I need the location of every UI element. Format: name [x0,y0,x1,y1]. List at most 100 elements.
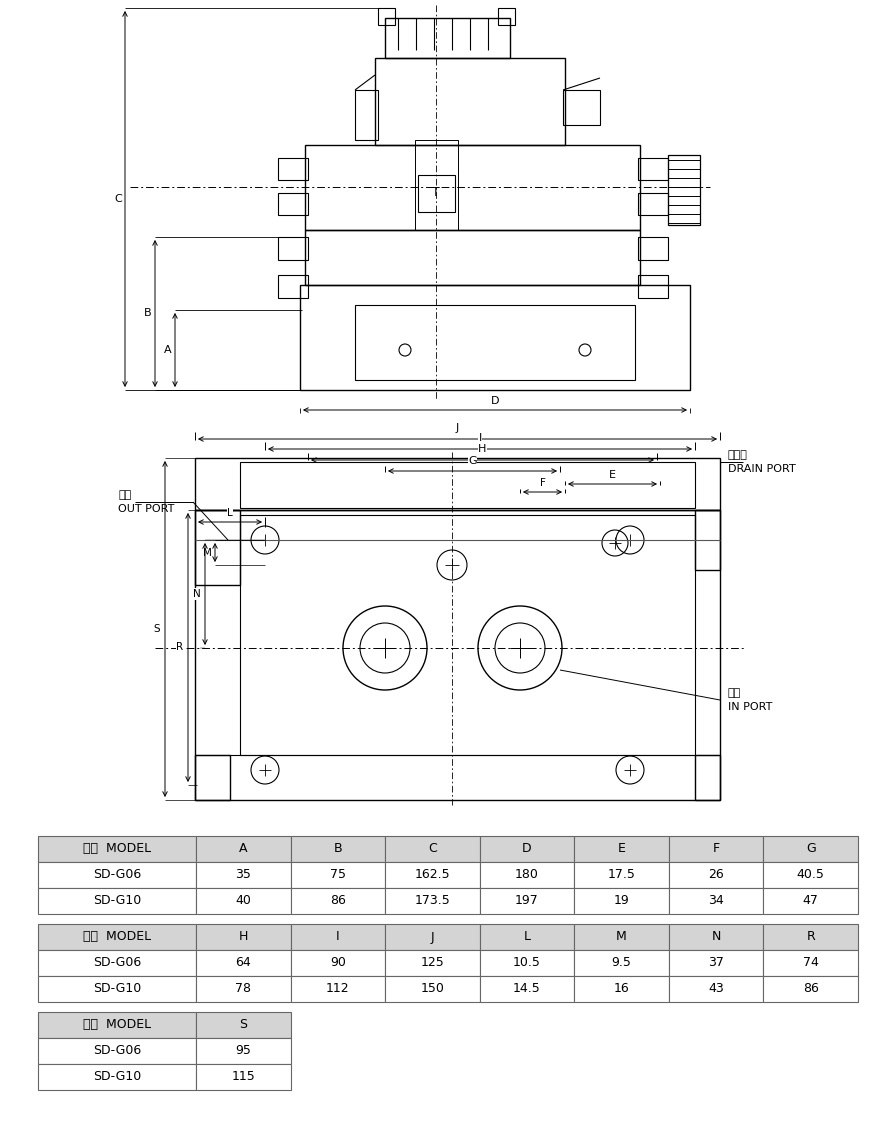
Text: H: H [238,931,248,943]
Text: 162.5: 162.5 [415,869,451,881]
Text: M: M [202,547,211,557]
Polygon shape [574,862,668,888]
Polygon shape [38,862,196,888]
Polygon shape [290,862,385,888]
Text: 26: 26 [708,869,724,881]
Text: 型式  MODEL: 型式 MODEL [83,843,151,855]
Text: S: S [154,624,160,634]
Text: 180: 180 [515,869,538,881]
Polygon shape [196,976,290,1002]
Polygon shape [479,976,574,1002]
Text: 型式  MODEL: 型式 MODEL [83,931,151,943]
Text: G: G [469,456,477,466]
Polygon shape [385,950,479,976]
Polygon shape [479,836,574,862]
Polygon shape [196,862,290,888]
Polygon shape [385,836,479,862]
Polygon shape [38,924,196,950]
Text: SD-G06: SD-G06 [93,1045,142,1058]
Text: SD-G10: SD-G10 [93,895,142,908]
Text: N: N [194,589,201,599]
Polygon shape [290,888,385,914]
Polygon shape [196,1012,290,1038]
Text: 14.5: 14.5 [513,982,541,996]
Polygon shape [38,836,196,862]
Polygon shape [668,862,763,888]
Text: 40: 40 [236,895,251,908]
Text: 173.5: 173.5 [415,895,451,908]
Polygon shape [574,976,668,1002]
Text: T: T [432,186,440,200]
Text: D: D [522,843,532,855]
Text: 40.5: 40.5 [797,869,824,881]
Text: 16: 16 [614,982,630,996]
Text: H: H [478,444,487,453]
Text: L: L [523,931,530,943]
Text: IN PORT: IN PORT [728,702,772,712]
Polygon shape [38,976,196,1002]
Text: G: G [806,843,815,855]
Text: E: E [609,470,616,481]
Text: 型式  MODEL: 型式 MODEL [83,1019,151,1031]
Text: SD-G10: SD-G10 [93,982,142,996]
Polygon shape [38,950,196,976]
Polygon shape [668,888,763,914]
Text: 64: 64 [236,957,251,969]
Text: 43: 43 [708,982,724,996]
Text: M: M [616,931,627,943]
Polygon shape [196,924,290,950]
Text: 95: 95 [236,1045,251,1058]
Text: SD-G10: SD-G10 [93,1070,142,1084]
Polygon shape [763,976,858,1002]
Text: 90: 90 [330,957,346,969]
Text: 浅流口: 浅流口 [728,450,748,460]
Polygon shape [290,924,385,950]
Text: I: I [478,433,482,443]
Polygon shape [479,862,574,888]
Text: I: I [336,931,340,943]
Polygon shape [290,836,385,862]
Polygon shape [574,836,668,862]
Text: 75: 75 [330,869,346,881]
Polygon shape [385,862,479,888]
Text: DRAIN PORT: DRAIN PORT [728,464,796,474]
Text: F: F [712,843,719,855]
Polygon shape [38,1064,196,1090]
Text: SD-G06: SD-G06 [93,869,142,881]
Polygon shape [763,862,858,888]
Polygon shape [763,888,858,914]
Text: 35: 35 [236,869,251,881]
Text: F: F [539,478,546,488]
Text: 115: 115 [231,1070,255,1084]
Polygon shape [763,950,858,976]
Text: 150: 150 [420,982,444,996]
Text: A: A [164,345,172,355]
Text: SD-G06: SD-G06 [93,957,142,969]
Text: E: E [617,843,625,855]
Text: C: C [114,194,122,204]
Polygon shape [479,950,574,976]
Text: J: J [431,931,435,943]
Polygon shape [668,836,763,862]
Text: OUT PORT: OUT PORT [118,504,175,514]
Text: L: L [227,508,233,518]
Text: 86: 86 [330,895,346,908]
Text: 197: 197 [515,895,538,908]
Polygon shape [763,924,858,950]
Text: 入口: 入口 [728,688,741,698]
Text: 出口: 出口 [118,490,131,500]
Polygon shape [290,976,385,1002]
Polygon shape [38,1012,196,1038]
Polygon shape [668,976,763,1002]
Text: 47: 47 [803,895,819,908]
Text: A: A [239,843,247,855]
Polygon shape [668,950,763,976]
Text: C: C [428,843,437,855]
Text: B: B [144,308,151,318]
Polygon shape [574,950,668,976]
Polygon shape [196,888,290,914]
Text: 78: 78 [236,982,251,996]
Text: 34: 34 [708,895,724,908]
Text: 86: 86 [803,982,819,996]
Polygon shape [574,924,668,950]
